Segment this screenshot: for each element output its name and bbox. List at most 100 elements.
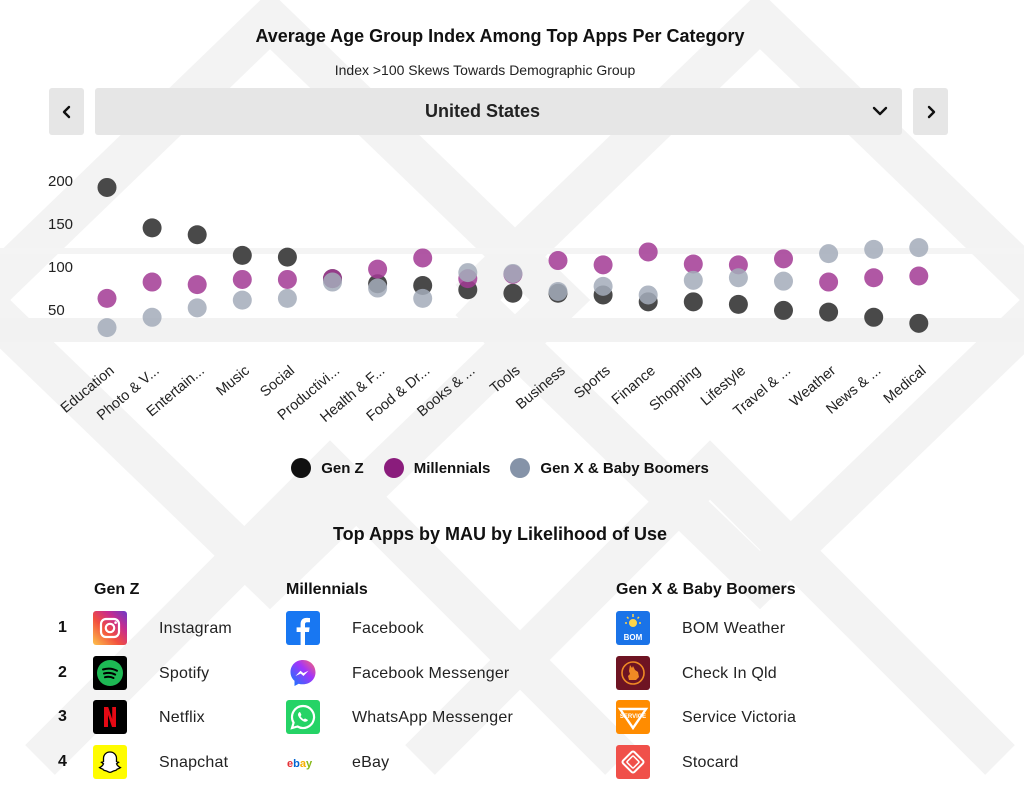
data-point-millennials[interactable] [277, 269, 297, 289]
chevron-left-icon [62, 105, 70, 118]
data-point-gen-z[interactable] [232, 245, 252, 265]
data-point-gen-z[interactable] [503, 283, 523, 303]
data-point-genx-boomers[interactable] [593, 276, 613, 296]
spotify-icon[interactable] [93, 656, 127, 690]
data-point-millennials[interactable] [97, 288, 117, 308]
x-tick-label: Shopping [647, 363, 704, 415]
x-tick-label: Tools [487, 363, 523, 397]
data-point-millennials[interactable] [638, 242, 658, 262]
app-name-snapchat[interactable]: Snapchat [159, 754, 229, 771]
column-heading-millennials: Millennials [286, 581, 368, 598]
snapchat-icon[interactable] [93, 745, 127, 779]
data-point-millennials[interactable] [142, 272, 162, 292]
rank-label: 4 [58, 753, 67, 770]
apps-section-title: Top Apps by MAU by Likelihood of Use [332, 524, 667, 544]
data-point-millennials[interactable] [232, 269, 252, 289]
legend-item-gen-z[interactable]: Gen Z [291, 458, 364, 478]
next-country-button[interactable] [913, 88, 948, 135]
data-point-genx-boomers[interactable] [413, 288, 433, 308]
x-tick-label: Social [257, 363, 298, 401]
data-point-genx-boomers[interactable] [683, 270, 703, 290]
y-tick-label: 150 [48, 216, 73, 233]
app-name-ebay[interactable]: eBay [352, 754, 390, 771]
app-name-service-victoria[interactable]: Service Victoria [682, 709, 797, 726]
country-dropdown-label: United States [424, 101, 541, 121]
data-point-gen-z[interactable] [864, 307, 884, 327]
data-point-genx-boomers[interactable] [548, 282, 568, 301]
data-point-genx-boomers[interactable] [323, 272, 342, 292]
app-name-stocard[interactable]: Stocard [682, 754, 739, 771]
legend-item-millennials[interactable]: Millennials [383, 458, 491, 478]
whatsapp-icon[interactable] [286, 700, 320, 734]
legend-item-genx-boomers[interactable]: Gen X & Baby Boomers [510, 458, 709, 478]
data-point-gen-z[interactable] [909, 313, 929, 333]
legend-dot-millennials [383, 458, 404, 478]
messenger-icon[interactable] [286, 656, 320, 690]
data-point-genx-boomers[interactable] [909, 238, 929, 258]
legend-label-millennials: Millennials [413, 459, 491, 477]
data-point-millennials[interactable] [368, 259, 388, 279]
app-name-facebook[interactable]: Facebook [352, 620, 424, 637]
data-point-gen-z[interactable] [819, 302, 839, 322]
app-name-facebook-messenger[interactable]: Facebook Messenger [352, 665, 510, 682]
data-point-millennials[interactable] [774, 249, 793, 269]
svg-text:ebay: ebay [287, 758, 313, 770]
data-point-millennials[interactable] [864, 268, 884, 288]
rank-label: 1 [58, 619, 67, 636]
bom-weather-icon[interactable]: BOM [616, 611, 650, 645]
app-name-check-in-qld[interactable]: Check In Qld [682, 665, 777, 682]
data-point-gen-z[interactable] [728, 294, 748, 314]
app-name-whatsapp-messenger[interactable]: WhatsApp Messenger [352, 709, 514, 726]
data-point-gen-z[interactable] [142, 218, 162, 238]
data-point-genx-boomers[interactable] [277, 288, 297, 308]
svg-text:BOM: BOM [624, 633, 643, 642]
y-tick-label: 100 [48, 259, 73, 276]
data-point-genx-boomers[interactable] [458, 263, 478, 283]
service-victoria-icon[interactable]: SERVICE [616, 700, 650, 734]
data-point-gen-z[interactable] [277, 247, 297, 267]
rank-label: 3 [58, 708, 67, 725]
data-point-genx-boomers[interactable] [368, 278, 388, 298]
data-point-genx-boomers[interactable] [97, 318, 117, 338]
chevron-down-icon [872, 106, 888, 116]
data-point-genx-boomers[interactable] [728, 268, 748, 288]
app-name-instagram[interactable]: Instagram [159, 620, 232, 637]
data-point-millennials[interactable] [548, 251, 568, 271]
facebook-icon[interactable] [286, 611, 320, 645]
netflix-icon[interactable] [93, 700, 127, 734]
chart-subtitle: Index >100 Skews Towards Demographic Gro… [334, 62, 636, 78]
data-point-genx-boomers[interactable] [819, 244, 839, 264]
app-name-netflix[interactable]: Netflix [159, 709, 205, 726]
instagram-icon[interactable] [93, 611, 127, 645]
app-name-spotify[interactable]: Spotify [159, 665, 210, 682]
country-dropdown[interactable]: United States [95, 88, 902, 135]
data-point-gen-z[interactable] [774, 300, 793, 320]
data-point-genx-boomers[interactable] [638, 285, 658, 305]
data-point-millennials[interactable] [413, 248, 433, 268]
x-tick-label: Business [513, 363, 568, 413]
data-point-millennials[interactable] [683, 254, 703, 274]
data-point-millennials[interactable] [187, 275, 207, 295]
x-tick-label: Music [214, 363, 253, 400]
check-in-qld-icon[interactable] [616, 656, 650, 690]
app-name-bom-weather[interactable]: BOM Weather [682, 620, 786, 637]
x-tick-label: Medical [881, 363, 930, 407]
ebay-icon[interactable]: ebay [286, 745, 320, 779]
data-point-millennials[interactable] [819, 272, 839, 292]
data-point-gen-z[interactable] [187, 225, 207, 245]
stocard-icon[interactable] [616, 745, 650, 779]
data-point-genx-boomers[interactable] [142, 307, 162, 327]
data-point-genx-boomers[interactable] [232, 290, 252, 310]
x-tick-label: Sports [571, 363, 613, 402]
data-point-genx-boomers[interactable] [864, 239, 884, 259]
data-point-millennials[interactable] [909, 266, 929, 286]
previous-country-button[interactable] [49, 88, 84, 135]
data-point-genx-boomers[interactable] [774, 271, 793, 291]
data-point-gen-z[interactable] [97, 177, 117, 197]
column-heading-genx-boomers: Gen X & Baby Boomers [616, 581, 796, 598]
legend-dot-genx-boomers [510, 458, 531, 478]
data-point-genx-boomers[interactable] [187, 298, 207, 318]
data-point-genx-boomers[interactable] [503, 263, 523, 283]
data-point-gen-z[interactable] [683, 292, 703, 312]
data-point-millennials[interactable] [593, 255, 613, 275]
